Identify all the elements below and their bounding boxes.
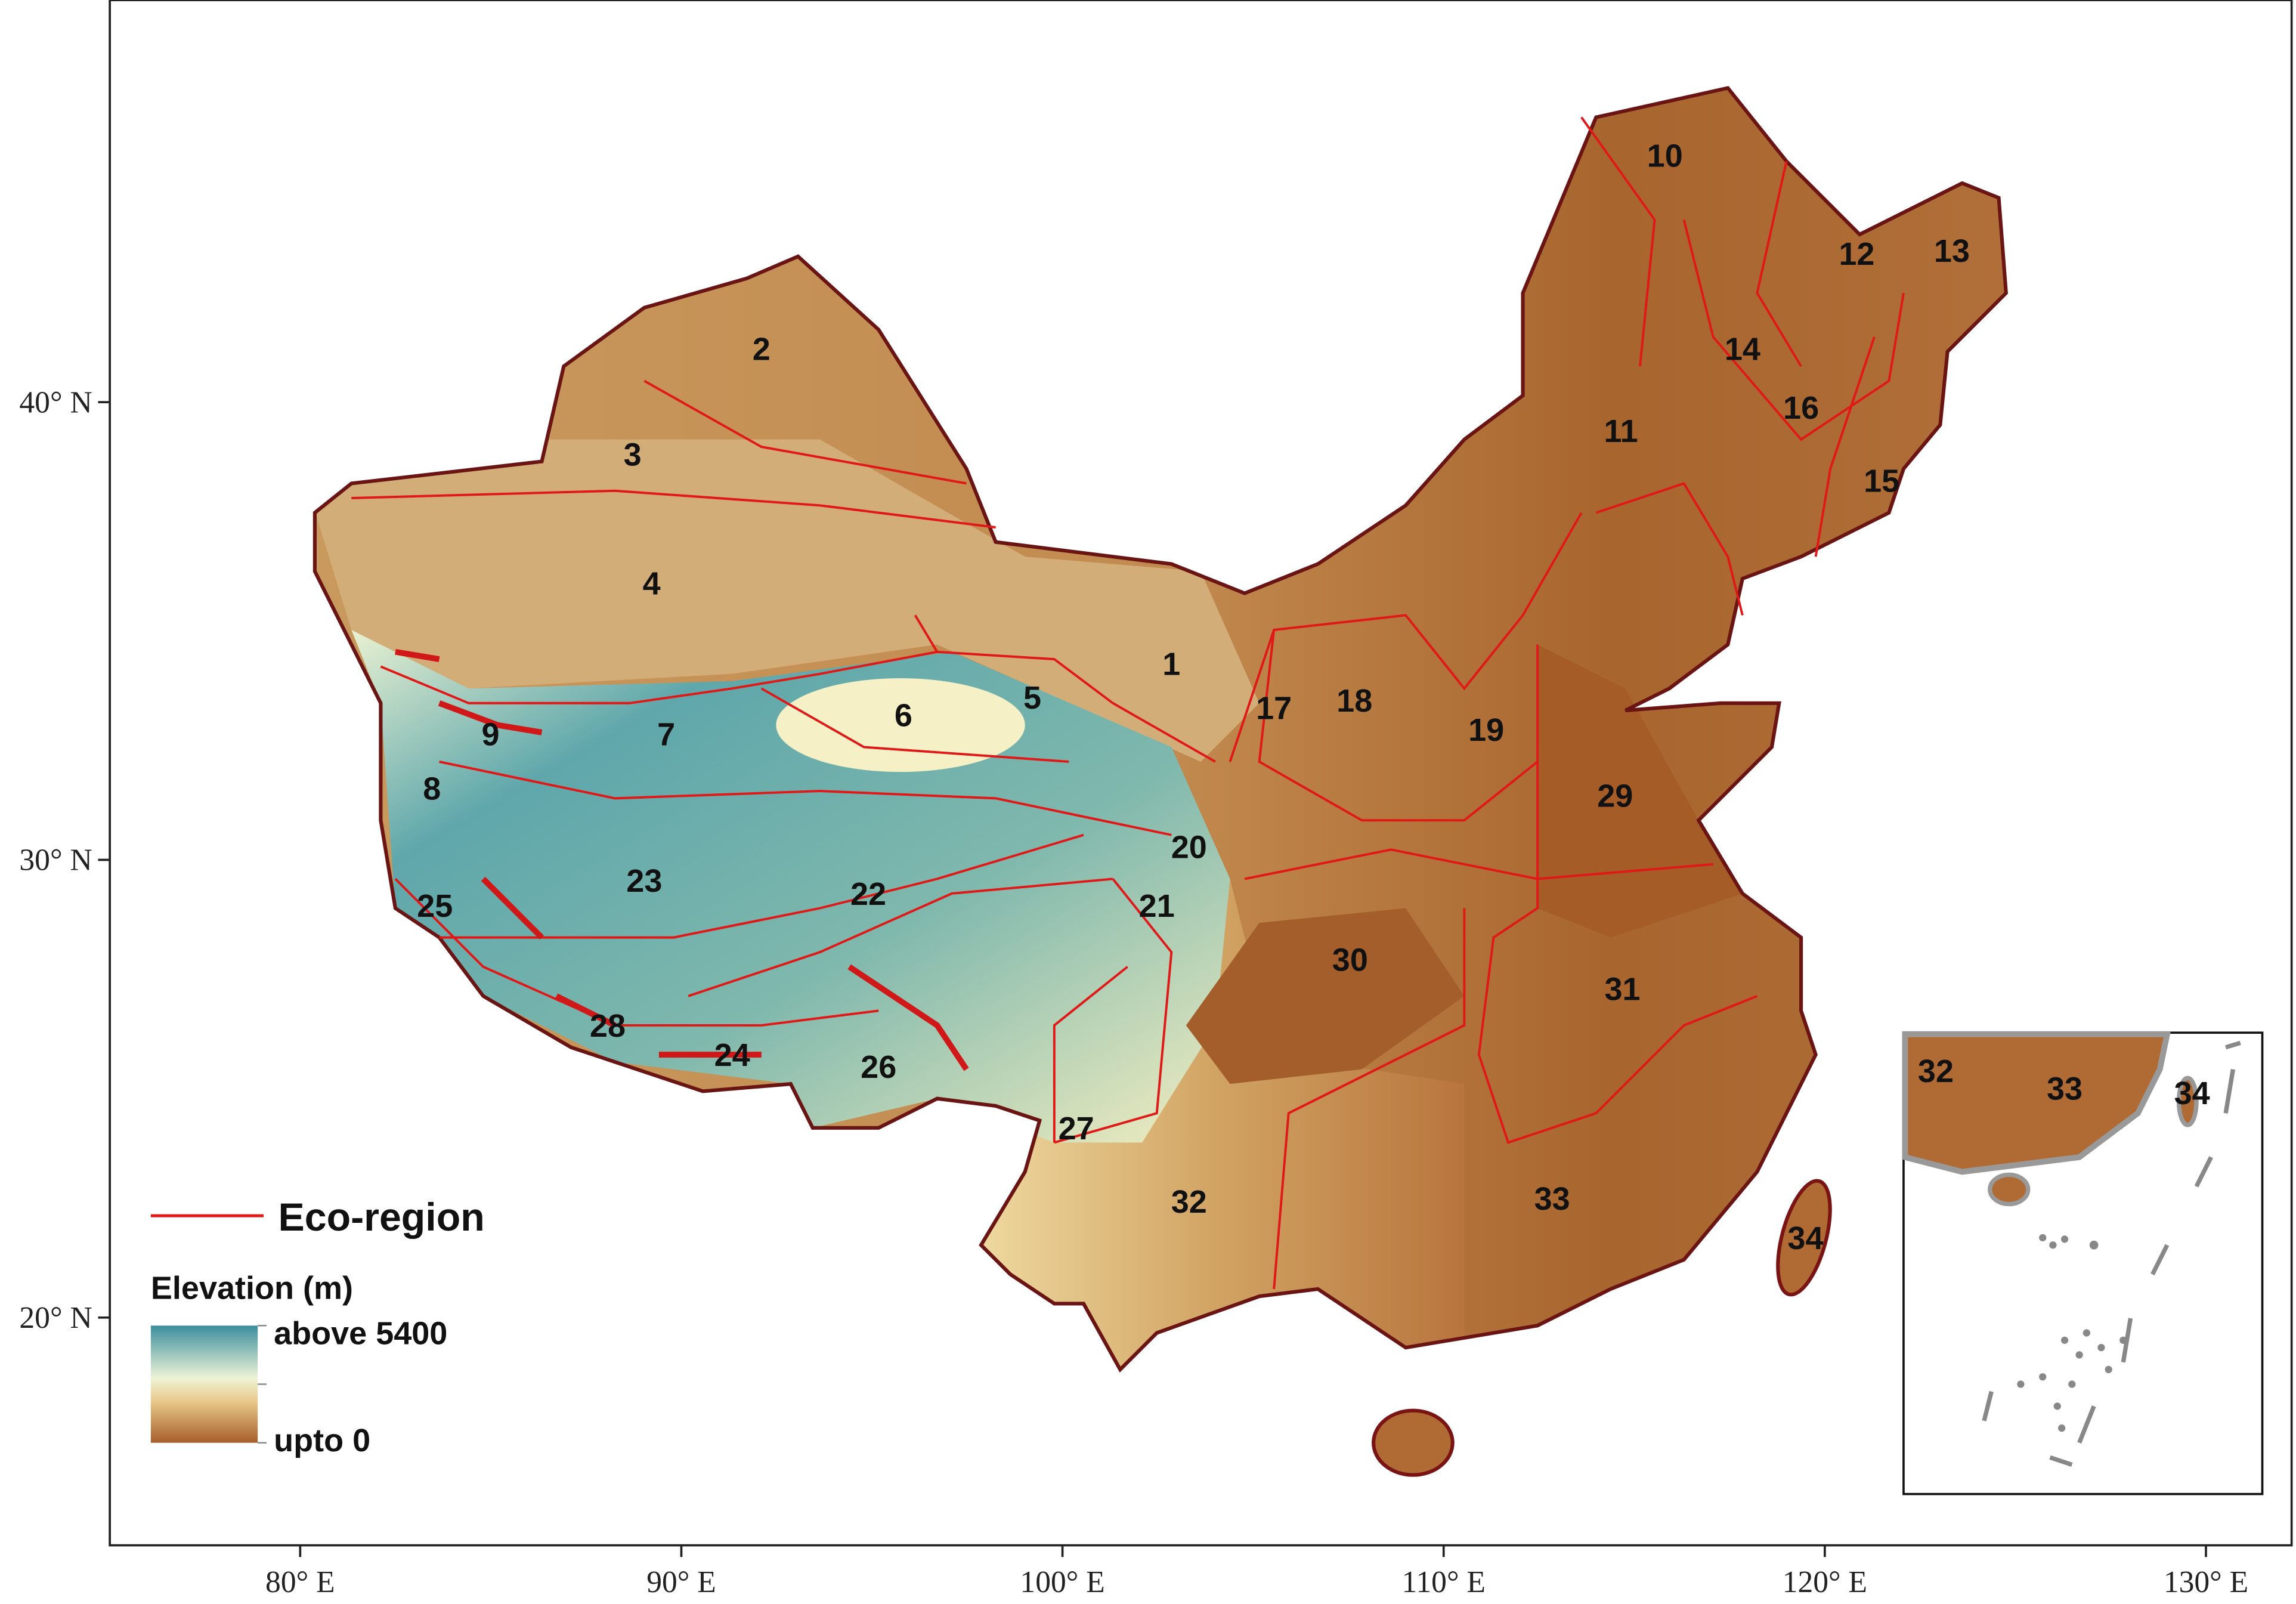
region-label: 26 bbox=[861, 1049, 896, 1085]
region-label: 8 bbox=[423, 771, 441, 806]
region-label: 34 bbox=[1787, 1220, 1823, 1256]
region-label: 33 bbox=[1534, 1181, 1570, 1217]
y-tick-label: 30° N bbox=[19, 843, 92, 877]
region-label: 3 bbox=[624, 437, 642, 473]
inset-region-label: 34 bbox=[2174, 1075, 2210, 1111]
legend-elevation-ramp bbox=[150, 1325, 258, 1443]
eco-region-boundaries bbox=[351, 116, 1905, 1290]
taiwan-island bbox=[1776, 1179, 1832, 1297]
hainan-island bbox=[1372, 1408, 1455, 1477]
inset-islands bbox=[2017, 1234, 2127, 1432]
inset-land bbox=[1902, 1031, 2171, 1175]
northwest-basin bbox=[314, 439, 1260, 762]
legend: Eco-region Elevation (m) above 5400 upto… bbox=[150, 1195, 485, 1458]
region-label: 19 bbox=[1468, 712, 1504, 748]
region-label: 4 bbox=[643, 566, 661, 602]
inset-region-label: 32 bbox=[1918, 1053, 1954, 1089]
inset-map bbox=[1902, 1031, 2264, 1495]
sichuan-basin bbox=[1186, 908, 1465, 1084]
x-tick-label: 130° E bbox=[2164, 1565, 2248, 1599]
region-label: 12 bbox=[1839, 236, 1874, 272]
region-label: 5 bbox=[1023, 680, 1041, 716]
region-label: 17 bbox=[1256, 690, 1292, 726]
x-tick-label: 110° E bbox=[1402, 1565, 1486, 1599]
region-label: 25 bbox=[417, 888, 453, 924]
x-tick-label: 90° E bbox=[646, 1565, 716, 1599]
inset-taiwan bbox=[2176, 1075, 2199, 1127]
region-label: 22 bbox=[850, 876, 886, 912]
y-tick-label: 20° N bbox=[19, 1301, 92, 1335]
region-label: 14 bbox=[1725, 332, 1760, 367]
eco-region-fragments bbox=[395, 648, 969, 1071]
region-label: 24 bbox=[714, 1037, 750, 1073]
x-tick-label: 120° E bbox=[1783, 1565, 1867, 1599]
region-label: 13 bbox=[1934, 233, 1970, 269]
region-label: 29 bbox=[1597, 778, 1633, 814]
region-label: 28 bbox=[590, 1008, 626, 1044]
region-label: 31 bbox=[1604, 972, 1640, 1007]
legend-eco-label: Eco-region bbox=[279, 1195, 485, 1240]
legend-elevation-title: Elevation (m) bbox=[151, 1271, 353, 1306]
inset-hainan bbox=[1988, 1172, 2031, 1207]
region-label: 6 bbox=[895, 698, 912, 734]
region-label: 15 bbox=[1864, 463, 1899, 499]
region-label: 32 bbox=[1171, 1184, 1207, 1220]
north-china-plain bbox=[1537, 644, 1743, 938]
x-tick-label: 80° E bbox=[265, 1565, 335, 1599]
legend-elevation-high: above 5400 bbox=[274, 1316, 447, 1352]
region-label: 7 bbox=[657, 717, 675, 753]
region-label: 9 bbox=[482, 717, 500, 753]
region-label: 10 bbox=[1647, 138, 1683, 174]
region-label: 16 bbox=[1783, 390, 1819, 426]
region-label: 20 bbox=[1171, 830, 1207, 866]
region-label: 21 bbox=[1139, 888, 1175, 924]
qaidam-basin bbox=[776, 678, 1025, 772]
china-border bbox=[312, 86, 2009, 1373]
region-label: 23 bbox=[626, 863, 662, 899]
inset-region-label: 33 bbox=[2047, 1071, 2083, 1107]
region-label: 27 bbox=[1059, 1111, 1094, 1146]
x-tick-label: 100° E bbox=[1020, 1565, 1104, 1599]
region-label: 30 bbox=[1332, 942, 1368, 978]
region-label: 1 bbox=[1162, 647, 1180, 682]
region-label: 11 bbox=[1604, 413, 1638, 449]
legend-elevation-low: upto 0 bbox=[274, 1423, 370, 1458]
region-label: 2 bbox=[753, 332, 771, 367]
y-tick-label: 40° N bbox=[19, 385, 92, 419]
region-label: 18 bbox=[1336, 683, 1372, 719]
